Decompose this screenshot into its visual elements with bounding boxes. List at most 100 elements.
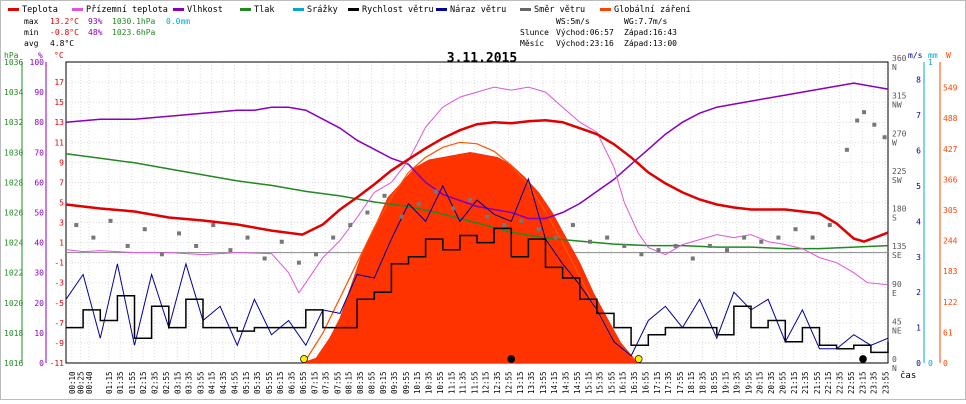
wind-direction-point-23 [468,197,473,202]
tick-x-44: 14:55 [573,371,582,394]
tick-w-6: 366 [943,175,958,184]
wind-direction-point-8 [211,223,216,228]
tick-x-54: 18:15 [687,371,696,394]
tick-x-7: 02:35 [150,371,159,394]
wind-direction-point-47 [862,110,867,115]
tick-pct-10: 100 [30,58,45,67]
tick-pct-9: 90 [34,88,44,97]
tick-x-26: 08:55 [368,371,377,394]
tick-mm-0: 0 [928,359,933,368]
legend-label-6: Náraz větru [450,5,506,15]
tick-ms-5: 5 [916,182,921,191]
tick-ms-2: 2 [916,288,921,297]
tick-ms-4: 4 [916,217,921,226]
tick-pct-1: 10 [34,329,44,338]
tick-x-13: 04:35 [219,371,228,394]
tick-x-0: 00:10 [68,371,77,394]
tick-hpa-5: 1026 [4,209,23,218]
tick-pct-7: 70 [34,148,44,157]
wind-direction-point-29 [570,223,575,228]
tick-dir-3: NE [892,326,902,335]
tick-pct-5: 50 [34,209,44,218]
tick-hpa-0: 1016 [4,359,23,368]
wind-direction-point-40 [759,239,764,244]
tick-ms-0: 0 [916,359,921,368]
tick-x-6: 02:15 [139,371,148,394]
wind-direction-point-18 [382,193,387,198]
wind-direction-point-11 [262,256,267,261]
series-temperature [65,118,889,243]
tick-x-59: 19:55 [744,371,753,394]
tick-degc-3: -5 [54,299,64,308]
tick-x-64: 21:35 [801,371,810,394]
series-ground-temperature [65,86,889,294]
tick-w-1: 61 [943,328,953,337]
tick-hpa-4: 1024 [4,239,23,248]
tick-degc-8: 5 [59,198,64,207]
tick-x-9: 03:15 [173,371,182,394]
legend-swatch-5 [348,8,359,11]
stat-max-label: max [24,17,39,26]
legend-swatch-1 [72,8,83,11]
tick-hpa-6: 1028 [4,178,23,187]
tick-x-27: 09:15 [379,371,388,394]
stat-max-hum: 93% [88,17,103,26]
wind-direction-point-43 [810,235,815,240]
stat-min-temp: -0.8°C [50,28,79,37]
tick-x-36: 12:15 [482,371,491,394]
tick-x-10: 03:35 [185,371,194,394]
legend: Teplota Přízemní teplota Vlhkost Tlak Srážky… [8,5,691,15]
tick-dir-16: 360 [892,54,907,63]
legend-swatch-0 [8,8,19,11]
tick-degc-2: -7 [54,319,64,328]
tick-dir-17: N [892,63,897,72]
tick-hpa-7: 1030 [4,148,23,157]
tick-w-2: 122 [943,298,958,307]
plot-area [65,82,889,364]
wind-direction-point-44 [827,223,832,228]
series-theoretical-radiation [303,141,640,364]
tick-x-34: 11:35 [459,371,468,394]
tick-x-67: 22:35 [835,371,844,394]
tick-w-0: 0 [943,359,948,368]
tick-x-71: 23:55 [881,371,890,394]
series-humidity [65,82,889,220]
wind-direction-point-49 [882,135,887,140]
tick-pct-2: 20 [34,299,44,308]
tick-pct-3: 30 [34,269,44,278]
tick-x-2: 00:40 [85,371,94,394]
tick-x-37: 12:35 [493,371,502,394]
tick-x-47: 15:55 [607,371,616,394]
x-axis-label: čas [900,370,916,381]
info-moon-rise: Východ:23:16 [556,39,614,48]
wind-direction-point-13 [296,260,301,265]
tick-dir-11: SW [892,176,902,185]
tick-x-17: 05:55 [265,371,274,394]
tick-degc-6: 1 [59,239,64,248]
chart-title: 3.11.2015 [447,51,517,66]
wind-direction-point-10 [245,235,250,240]
tick-x-19: 06:35 [287,371,296,394]
wind-direction-point-48 [872,122,877,127]
tick-x-35: 11:55 [470,371,479,394]
tick-x-21: 07:15 [310,371,319,394]
series-global-radiation [302,152,639,364]
legend-label-8: Globální záření [614,5,691,15]
wind-direction-point-31 [605,235,610,240]
tick-x-65: 21:55 [813,371,822,394]
tick-x-60: 20:15 [756,371,765,394]
unit-w: W [946,51,951,60]
wind-direction-point-25 [502,223,507,228]
stat-avg-temp: 4.8°C [50,39,74,48]
tick-degc-0: -11 [50,359,65,368]
tick-hpa-8: 1032 [4,118,23,127]
stat-min-hum: 48% [88,28,103,37]
legend-label-4: Srážky [307,5,338,15]
stat-min-label: min [24,28,39,37]
tick-degc-5: -1 [54,259,64,268]
tick-mm-1: 1 [928,58,933,67]
wind-direction-point-19 [399,214,404,219]
info-moon: Měsíc [520,39,544,48]
